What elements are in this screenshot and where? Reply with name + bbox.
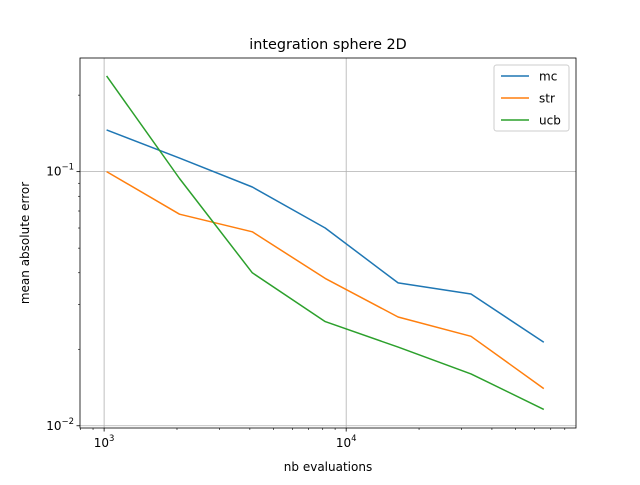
chart-title: integration sphere 2D [249,37,407,53]
series-line-ucb [105,75,545,411]
y-axis-label: mean absolute error [18,182,32,304]
x-tick-label: 103 [94,434,115,450]
x-tick-label-exponent: 3 [109,434,114,444]
series-layer [105,75,545,411]
legend-label-str: str [539,92,555,106]
series-line-str [106,170,545,390]
y-tick-label-base: 10 [46,419,61,433]
x-tick-label-base: 10 [336,436,351,450]
y-tick-label-base: 10 [46,165,61,179]
series-line-mc [106,129,545,343]
axes-frame [79,57,577,429]
x-tick-label: 104 [336,434,357,450]
x-tick-label-base: 10 [94,436,109,450]
y-tick-label: 10−1 [46,163,74,179]
legend-label-ucb: ucb [539,114,561,128]
y-tick-label-exponent: −2 [61,417,74,427]
x-axis-label: nb evaluations [284,460,372,474]
y-tick-label: 10−2 [46,417,74,433]
legend-label-mc: mc [539,70,557,84]
legend-box [493,64,570,132]
y-tick-label-exponent: −1 [61,163,74,173]
x-tick-label-exponent: 4 [351,434,356,444]
chart-legend: mc str ucb [493,64,570,132]
